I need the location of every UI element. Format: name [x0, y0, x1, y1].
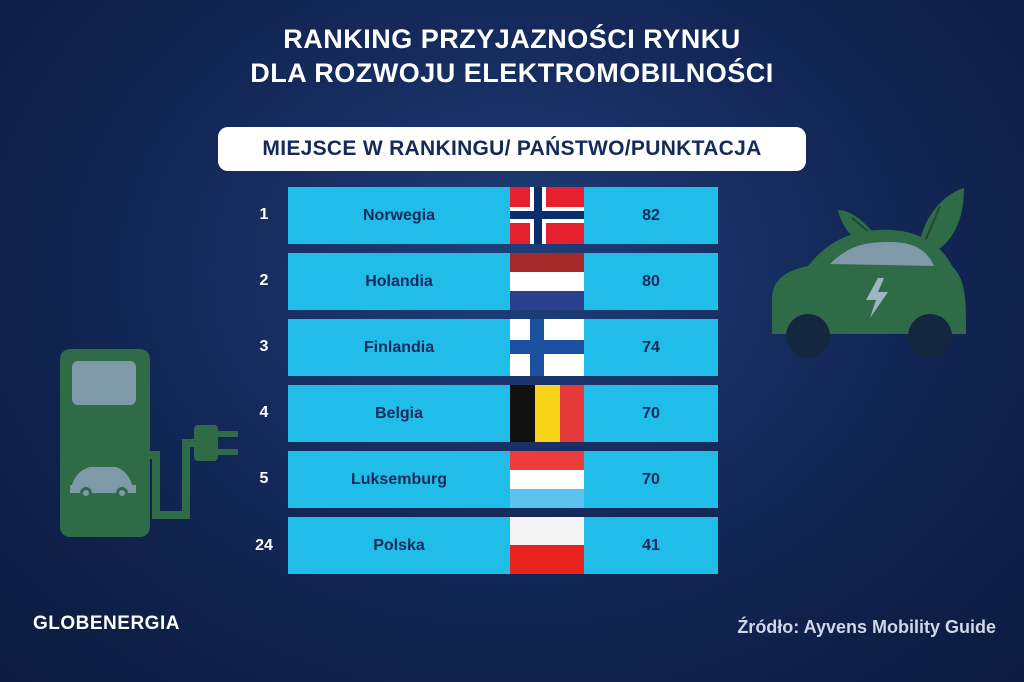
norway-flag-icon: [510, 187, 584, 244]
score-value: 41: [642, 536, 660, 554]
table-row: Belgia 70: [288, 385, 718, 442]
page-title: RANKING PRZYJAZNOŚCI RYNKU DLA ROZWOJU E…: [0, 22, 1024, 90]
rank-number: 24: [255, 537, 273, 554]
rank-number: 5: [259, 470, 269, 487]
rank-number: 2: [259, 272, 269, 289]
country-name: Belgia: [374, 404, 423, 422]
rank-number: 3: [259, 338, 269, 355]
rank-number: 4: [259, 404, 269, 421]
country-name: Luksemburg: [350, 470, 447, 488]
title-line-2: DLA ROZWOJU ELEKTROMOBILNOŚCI: [250, 58, 774, 88]
table-row: Holandia 80: [288, 253, 718, 310]
score-value: 70: [642, 404, 660, 422]
finland-flag-icon: [510, 319, 584, 376]
table-header-pill: MIEJSCE W RANKINGU/ PAŃSTWO/PUNKTACJA: [218, 127, 806, 171]
score-value: 70: [642, 470, 660, 488]
table-row: Norwegia 82: [288, 187, 718, 244]
rank-number: 1: [259, 206, 269, 223]
electric-car-icon: [772, 188, 966, 358]
source-note: Źródło: Ayvens Mobility Guide: [737, 617, 996, 637]
country-name: Holandia: [365, 272, 433, 290]
charging-station-icon: [60, 349, 238, 537]
luxembourg-flag-icon: [510, 451, 584, 508]
table-row: Luksemburg 70: [288, 451, 718, 508]
country-name: Finlandia: [363, 338, 435, 356]
netherlands-flag-icon: [510, 253, 584, 310]
score-value: 80: [642, 272, 660, 290]
belgium-flag-icon: [510, 385, 584, 442]
country-name: Polska: [373, 536, 425, 554]
table-row: Polska 41: [288, 517, 718, 574]
score-value: 74: [642, 338, 660, 356]
brand-logo: GLOBENERGIA: [33, 613, 180, 634]
country-name: Norwegia: [362, 206, 435, 224]
table-row: Finlandia 74: [288, 319, 718, 376]
poland-flag-icon: [510, 517, 584, 574]
score-value: 82: [642, 206, 660, 224]
title-line-1: RANKING PRZYJAZNOŚCI RYNKU: [283, 24, 741, 54]
